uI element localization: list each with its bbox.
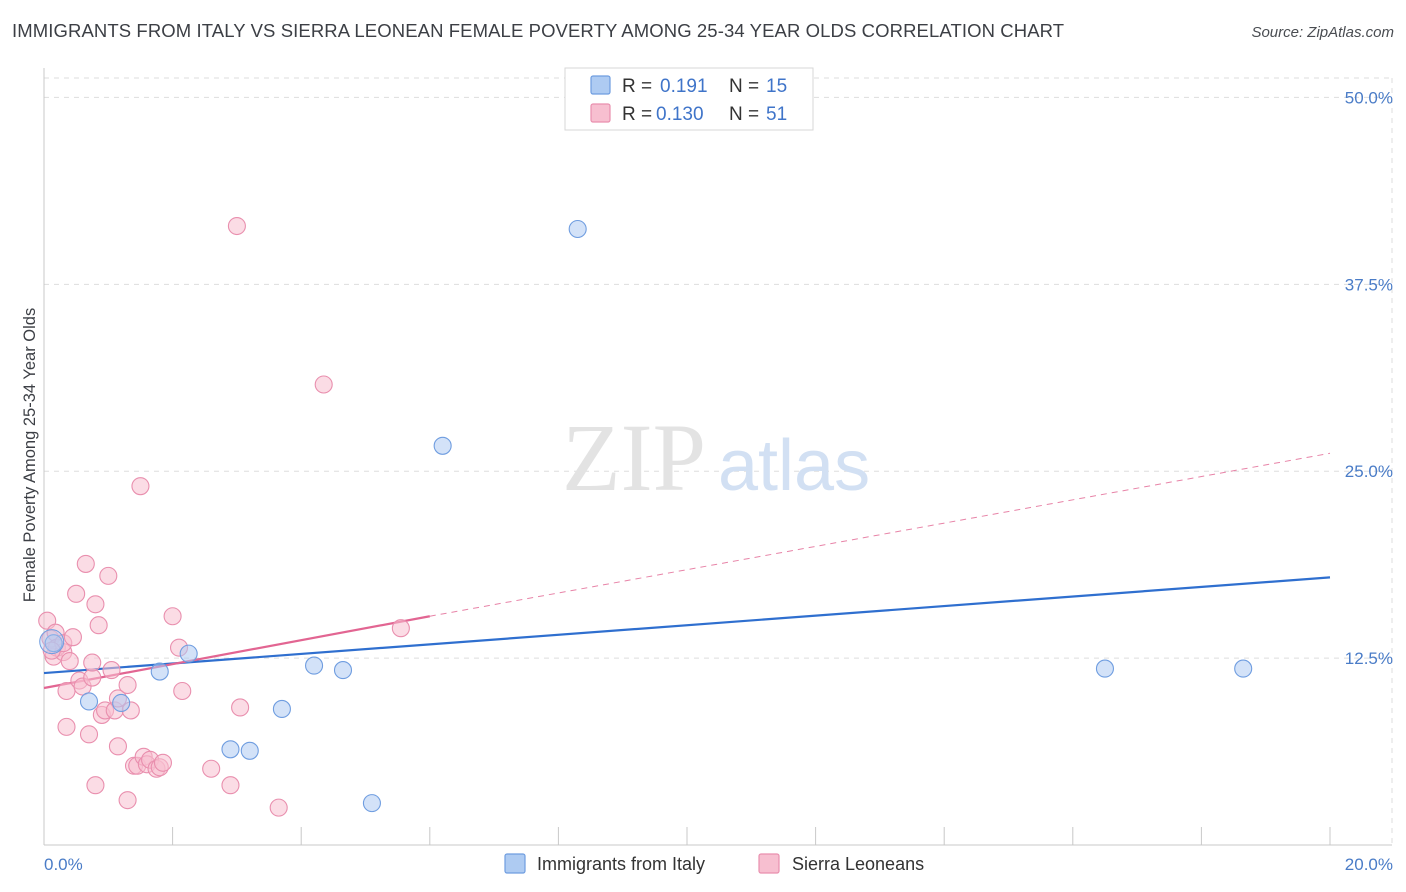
bottom-legend-swatch-italy [504, 853, 526, 874]
axes [43, 68, 1392, 846]
point-italy [568, 219, 587, 239]
y-tick-label: 12.5% [1345, 649, 1393, 668]
point-sierra [60, 652, 79, 671]
legend-r-value-sierra: 0.130 [656, 104, 704, 125]
legend-r-value-italy: 0.191 [660, 76, 708, 97]
point-italy [433, 436, 452, 455]
point-sierra [86, 595, 105, 614]
point-sierra [269, 798, 288, 817]
trend-line-sierra-extended [429, 452, 1331, 617]
legend-swatch-italy [590, 75, 611, 95]
point-sierra [227, 216, 246, 236]
point-sierra [391, 619, 410, 638]
point-sierra [76, 554, 95, 573]
tick-labels: 12.5% 25.0% 37.5% 50.0% 0.0% 20.0% [44, 88, 1393, 874]
point-sierra [99, 566, 118, 585]
data-points [38, 216, 1253, 817]
watermark-atlas: atlas [718, 426, 870, 506]
point-sierra [221, 776, 240, 795]
point-italy [305, 656, 324, 675]
point-sierra [108, 737, 127, 756]
point-sierra [202, 759, 221, 778]
point-italy [240, 741, 259, 760]
point-sierra [79, 725, 99, 744]
legend-n-value-sierra: 51 [766, 104, 787, 125]
legend-n-value-italy: 15 [766, 76, 787, 97]
point-italy [362, 794, 381, 813]
point-sierra [173, 681, 192, 701]
point-sierra [67, 584, 86, 603]
point-italy [150, 662, 169, 681]
y-tick-label: 50.0% [1345, 88, 1393, 107]
point-italy [39, 629, 65, 655]
point-sierra [231, 698, 250, 717]
point-sierra [57, 717, 76, 736]
watermark-zip: ZIP [562, 404, 706, 511]
point-italy [1095, 659, 1114, 678]
gridlines [44, 77, 1393, 845]
point-sierra [314, 375, 333, 394]
point-italy [112, 693, 131, 713]
point-sierra [163, 607, 182, 626]
point-italy [1234, 659, 1253, 678]
watermark: ZIP atlas [562, 404, 870, 511]
point-italy [272, 699, 291, 718]
trend-line-italy [43, 576, 1331, 675]
point-sierra [83, 653, 102, 672]
point-sierra [153, 753, 173, 772]
bottom-legend: Immigrants from Italy Sierra Leoneans [504, 853, 924, 874]
x-tick-label-max: 20.0% [1345, 855, 1393, 874]
y-tick-label: 25.0% [1345, 462, 1393, 481]
point-italy [179, 644, 198, 663]
point-italy [333, 661, 353, 680]
bottom-legend-swatch-sierra [758, 853, 780, 874]
legend-n-label-italy: N = [729, 76, 759, 97]
point-sierra [118, 791, 137, 810]
legend-swatch-sierra [590, 103, 611, 123]
point-sierra [102, 661, 121, 680]
source-label: Source: ZipAtlas.com [1251, 24, 1394, 41]
top-legend: R = 0.191 N = 15 R = 0.130 N = 51 [564, 67, 814, 131]
bottom-legend-label-sierra: Sierra Leoneans [792, 854, 924, 874]
point-italy [44, 634, 63, 653]
chart-title: IMMIGRANTS FROM ITALY VS SIERRA LEONEAN … [12, 20, 1065, 41]
point-sierra [118, 675, 137, 695]
point-italy [221, 740, 240, 759]
point-sierra [86, 776, 105, 795]
x-tick-label-min: 0.0% [44, 855, 83, 874]
point-italy [79, 692, 99, 711]
bottom-legend-label-italy: Immigrants from Italy [537, 854, 705, 874]
point-sierra [131, 477, 150, 496]
legend-r-label-italy: R = [622, 76, 652, 97]
y-tick-label: 37.5% [1345, 275, 1393, 294]
legend-n-label-sierra: N = [729, 104, 759, 125]
point-sierra [63, 628, 82, 647]
y-axis-label: Female Poverty Among 25-34 Year Olds [21, 308, 39, 602]
point-sierra [89, 616, 108, 635]
legend-r-label-sierra: R = [622, 104, 652, 125]
